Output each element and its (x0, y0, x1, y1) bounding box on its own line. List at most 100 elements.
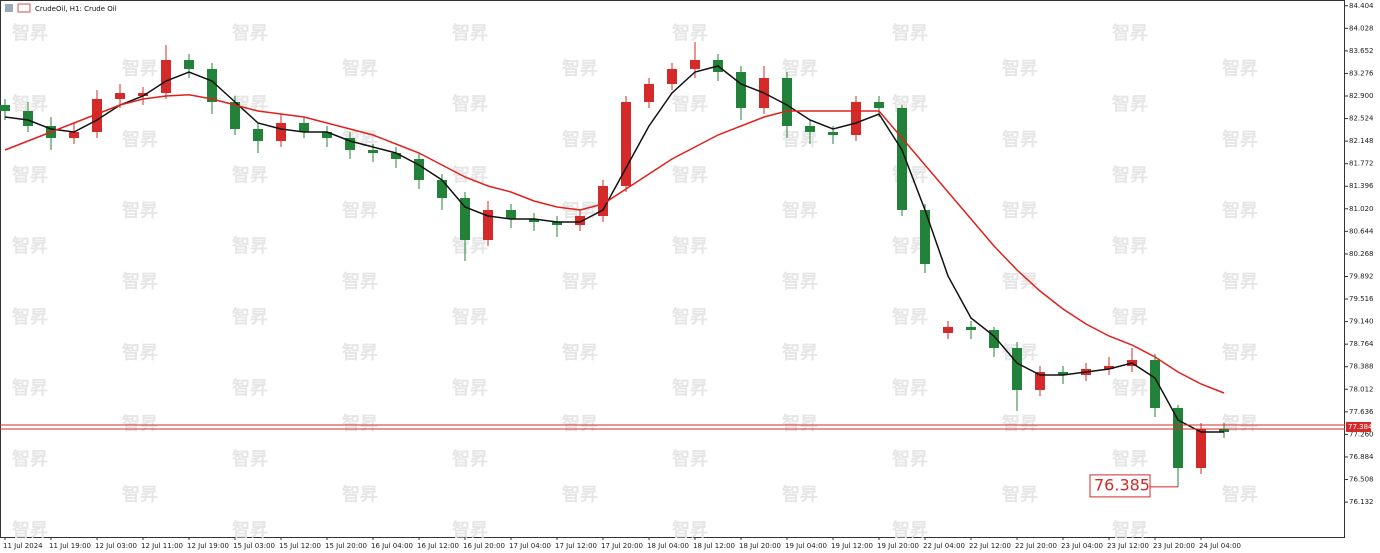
y-tick-label: 79.516 (1349, 295, 1374, 303)
x-tick-label: 19 Jul 12:00 (831, 542, 873, 550)
y-tick-label: 77.260 (1349, 430, 1374, 438)
y-tick-label: 78.388 (1349, 363, 1374, 371)
candle-body (575, 216, 585, 225)
watermark: 智昇 (232, 377, 268, 399)
watermark: 智昇 (782, 129, 818, 151)
candle-body (138, 93, 148, 96)
watermark: 智昇 (1112, 164, 1148, 186)
watermark: 智昇 (452, 377, 488, 399)
watermark: 智昇 (782, 58, 818, 80)
candle-body (1150, 360, 1160, 408)
candle-body (874, 102, 884, 108)
watermark: 智昇 (892, 22, 928, 44)
candle-body (989, 330, 999, 348)
y-tick-label: 76.508 (1349, 476, 1374, 484)
watermark: 智昇 (1112, 22, 1148, 44)
watermark: 智昇 (1222, 342, 1258, 364)
y-tick-label: 81.396 (1349, 182, 1374, 190)
watermark: 智昇 (1002, 200, 1038, 222)
y-tick-label: 82.148 (1349, 137, 1374, 145)
watermark: 智昇 (452, 93, 488, 115)
x-tick-label: 17 Jul 20:00 (601, 542, 643, 550)
candle-body (782, 78, 792, 126)
candle-body (1196, 429, 1206, 468)
x-tick-label: 11 Jul 2024 (3, 542, 43, 550)
candle-body (23, 111, 33, 126)
candle-body (0, 105, 10, 111)
x-tick-label: 11 Jul 19:00 (49, 542, 91, 550)
watermark: 智昇 (892, 377, 928, 399)
candle-body (598, 186, 608, 216)
candle-body (345, 138, 355, 150)
x-tick-label: 12 Jul 11:00 (141, 542, 183, 550)
watermark: 智昇 (672, 93, 708, 115)
watermark: 智昇 (672, 235, 708, 257)
watermark: 智昇 (1112, 235, 1148, 257)
y-tick-label: 79.892 (1349, 272, 1374, 280)
watermark: 智昇 (782, 271, 818, 293)
candle-body (483, 210, 493, 240)
annotation-label: 76.385 (1094, 475, 1150, 494)
candle-body (414, 159, 424, 180)
annotation-box (1089, 474, 1151, 498)
watermark: 智昇 (232, 164, 268, 186)
watermark: 智昇 (672, 164, 708, 186)
watermark: 智昇 (342, 271, 378, 293)
watermark: 智昇 (562, 413, 598, 435)
candle-body (828, 132, 838, 135)
candle-body (69, 132, 79, 138)
watermark: 智昇 (342, 484, 378, 506)
candle-body (391, 153, 401, 159)
candle-body (161, 60, 171, 93)
watermark: 智昇 (782, 413, 818, 435)
watermark: 智昇 (1002, 484, 1038, 506)
watermark: 智昇 (452, 306, 488, 328)
watermark: 智昇 (1222, 58, 1258, 80)
watermark: 智昇 (672, 22, 708, 44)
watermark: 智昇 (12, 22, 48, 44)
watermark: 智昇 (122, 271, 158, 293)
watermark: 智昇 (12, 306, 48, 328)
watermark: 智昇 (1222, 200, 1258, 222)
chart-title: CrudeOil, H1: Crude Oil (35, 5, 117, 13)
x-tick-label: 15 Jul 03:00 (233, 542, 275, 550)
watermark: 智昇 (342, 58, 378, 80)
y-tick-label: 80.268 (1349, 250, 1374, 258)
watermark: 智昇 (782, 200, 818, 222)
candle-body (667, 69, 677, 84)
x-tick-label: 16 Jul 04:00 (371, 542, 413, 550)
candle-body (230, 102, 240, 129)
x-tick-label: 19 Jul 20:00 (877, 542, 919, 550)
x-tick-label: 18 Jul 12:00 (693, 542, 735, 550)
watermark: 智昇 (1222, 129, 1258, 151)
watermark: 智昇 (1002, 129, 1038, 151)
y-tick-label: 84.404 (1349, 2, 1374, 10)
candle-body (529, 219, 539, 222)
candle-body (897, 108, 907, 210)
watermark: 智昇 (342, 413, 378, 435)
icon (5, 4, 13, 12)
x-tick-label: 24 Jul 04:00 (1199, 542, 1241, 550)
y-tick-label: 84.028 (1349, 24, 1374, 32)
watermark: 智昇 (1112, 306, 1148, 328)
y-tick-label: 82.524 (1349, 115, 1374, 123)
watermark: 智昇 (342, 342, 378, 364)
watermark: 智昇 (672, 306, 708, 328)
x-tick-label: 22 Jul 12:00 (969, 542, 1011, 550)
candle-body (276, 123, 286, 141)
x-tick-label: 23 Jul 04:00 (1061, 542, 1103, 550)
watermark: 智昇 (562, 342, 598, 364)
watermark: 智昇 (562, 484, 598, 506)
x-tick-label: 16 Jul 20:00 (463, 542, 505, 550)
watermark: 智昇 (342, 200, 378, 222)
x-tick-label: 15 Jul 12:00 (279, 542, 321, 550)
candle-body (851, 102, 861, 135)
candle-body (920, 210, 930, 264)
candle-body (115, 93, 125, 99)
watermark: 智昇 (232, 93, 268, 115)
candle-body (368, 150, 378, 153)
watermark: 智昇 (122, 342, 158, 364)
watermark: 智昇 (122, 200, 158, 222)
x-tick-label: 16 Jul 12:00 (417, 542, 459, 550)
watermark: 智昇 (122, 58, 158, 80)
